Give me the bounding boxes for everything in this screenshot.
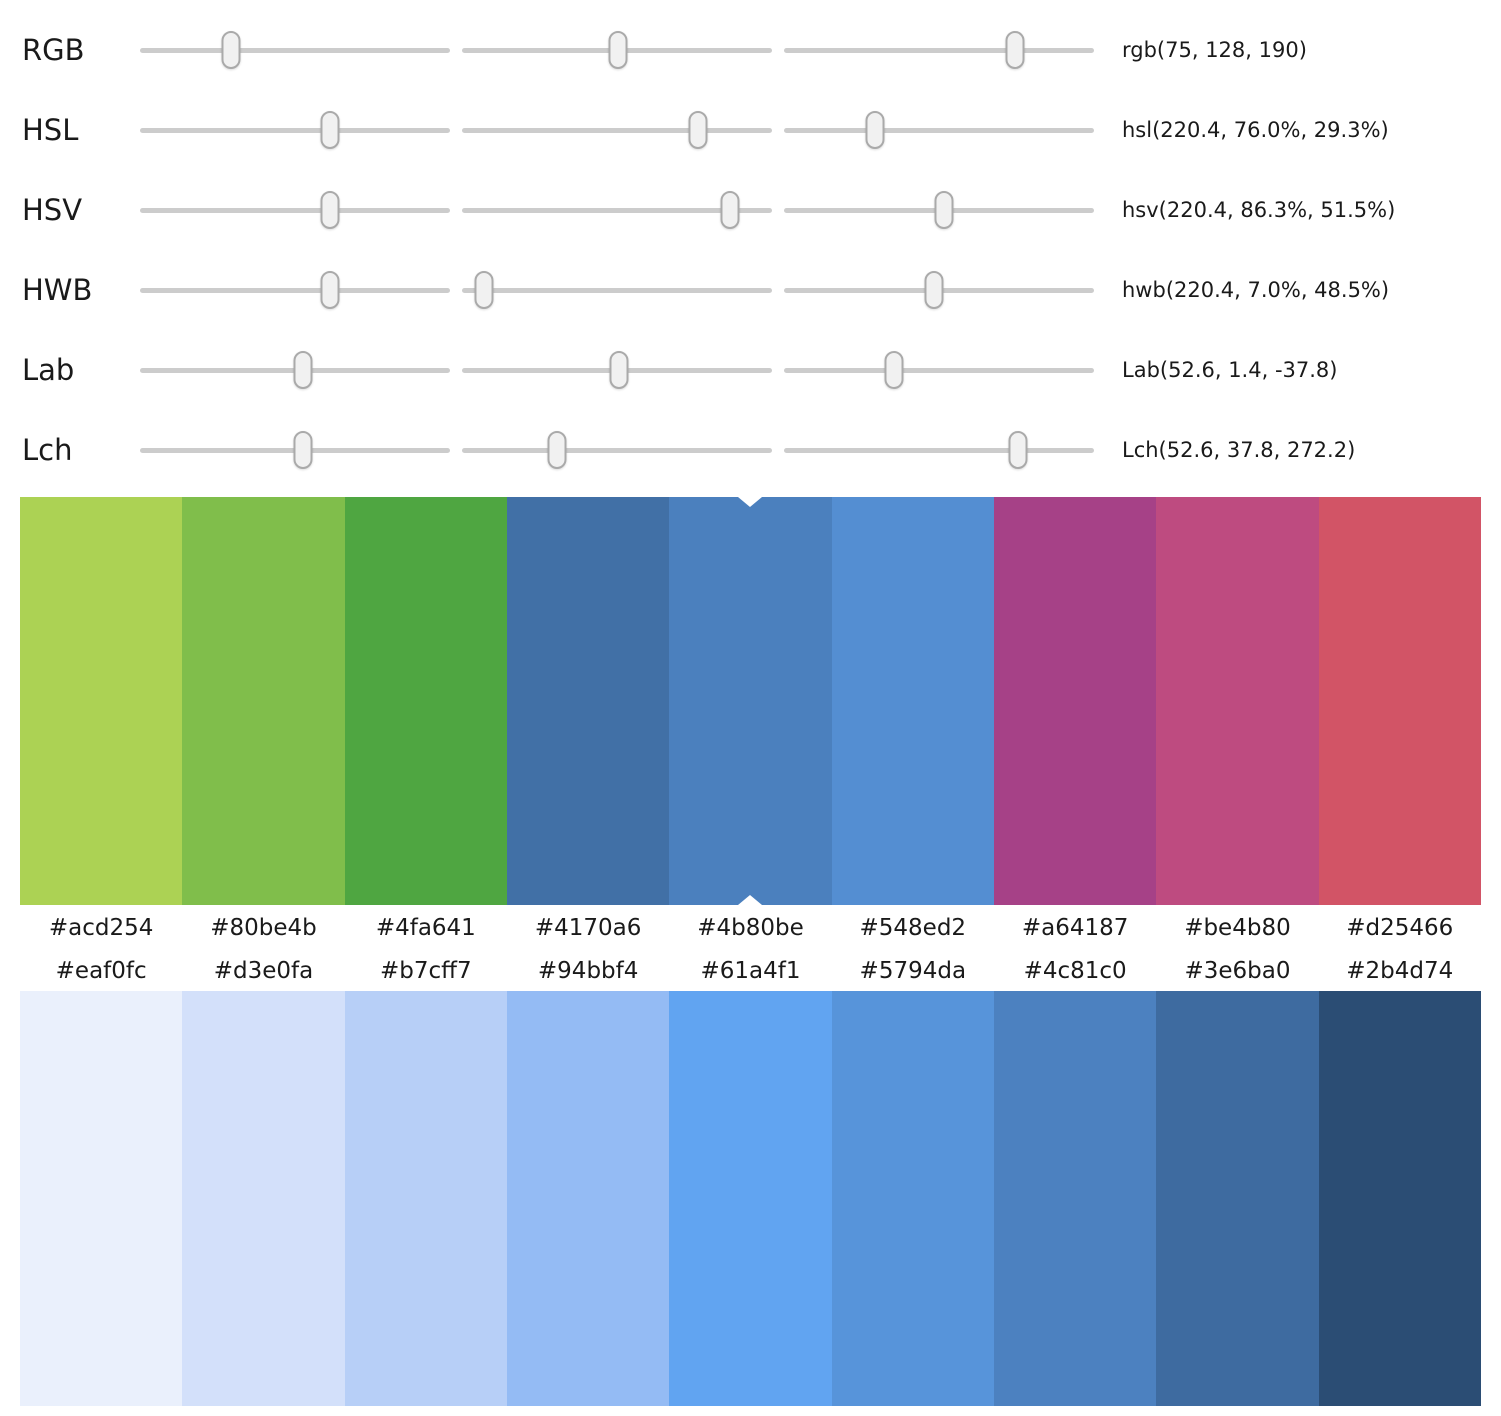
slider-row-lab: Lab Lab(52.6, 1.4, -37.8) xyxy=(0,330,1501,410)
shade-swatch[interactable] xyxy=(831,991,994,1406)
shade-palette xyxy=(20,991,1481,1406)
hex-label: #4b80be xyxy=(697,915,804,941)
hwb-h-slider-track[interactable] xyxy=(140,271,450,309)
slider-thumb[interactable] xyxy=(884,351,904,389)
selection-notch-bottom xyxy=(738,895,763,905)
slider-row-label: Lab xyxy=(22,352,75,387)
hex-label: #eaf0fc xyxy=(55,958,147,984)
rgb-g-slider-track[interactable] xyxy=(462,31,772,69)
slider-row-hsl: HSL hsl(220.4, 76.0%, 29.3%) xyxy=(0,90,1501,170)
hsv-h-slider-track[interactable] xyxy=(140,191,450,229)
shade-swatch[interactable] xyxy=(1318,991,1481,1406)
slider-row-label: Lch xyxy=(22,432,73,467)
slider-thumb[interactable] xyxy=(608,31,628,69)
hue-swatch[interactable] xyxy=(993,497,1157,905)
slider-row-lch: Lch Lch(52.6, 37.8, 272.2) xyxy=(0,410,1501,490)
color-value-label: hwb(220.4, 7.0%, 48.5%) xyxy=(1122,278,1390,302)
slider-row-label: HSL xyxy=(22,112,79,147)
slider-thumb[interactable] xyxy=(1005,31,1025,69)
hue-swatch[interactable] xyxy=(669,497,832,905)
hex-label: #2b4d74 xyxy=(1346,958,1454,984)
slider-thumb[interactable] xyxy=(609,351,629,389)
slider-thumb[interactable] xyxy=(320,111,340,149)
color-value-label: Lab(52.6, 1.4, -37.8) xyxy=(1122,358,1338,382)
slider-row-hsv: HSV hsv(220.4, 86.3%, 51.5%) xyxy=(0,170,1501,250)
lab-a-slider-track[interactable] xyxy=(462,351,772,389)
hue-swatch[interactable] xyxy=(1156,497,1319,905)
hue-swatch[interactable] xyxy=(20,497,183,905)
slider-row-label: RGB xyxy=(22,32,85,67)
slider-thumb[interactable] xyxy=(1008,431,1028,469)
slider-row-label: HSV xyxy=(22,192,83,227)
shade-swatch[interactable] xyxy=(1156,991,1319,1406)
shade-swatch[interactable] xyxy=(344,991,507,1406)
hsl-s-slider-track[interactable] xyxy=(462,111,772,149)
hue-swatch[interactable] xyxy=(831,497,994,905)
shade-swatch[interactable] xyxy=(182,991,345,1406)
shade-swatch[interactable] xyxy=(20,991,183,1406)
hsv-v-slider-track[interactable] xyxy=(784,191,1094,229)
hex-label: #4c81c0 xyxy=(1023,958,1127,984)
slider-thumb[interactable] xyxy=(924,271,944,309)
color-value-label: rgb(75, 128, 190) xyxy=(1122,38,1307,62)
lch-c-slider-track[interactable] xyxy=(462,431,772,469)
hue-swatch[interactable] xyxy=(344,497,507,905)
hex-label: #94bbf4 xyxy=(537,958,639,984)
slider-thumb[interactable] xyxy=(320,271,340,309)
hue-swatch[interactable] xyxy=(182,497,345,905)
hex-label: #d3e0fa xyxy=(213,958,314,984)
hex-label: #4170a6 xyxy=(534,915,642,941)
hue-swatch[interactable] xyxy=(1318,497,1481,905)
shade-swatch[interactable] xyxy=(993,991,1157,1406)
lab-b-slider-track[interactable] xyxy=(784,351,1094,389)
shade-swatch[interactable] xyxy=(669,991,832,1406)
slider-row-hwb: HWB hwb(220.4, 7.0%, 48.5%) xyxy=(0,250,1501,330)
hex-label: #a64187 xyxy=(1021,915,1129,941)
slider-row-label: HWB xyxy=(22,272,93,307)
hex-label: #acd254 xyxy=(48,915,154,941)
hex-label: #548ed2 xyxy=(859,915,967,941)
hex-label: #5794da xyxy=(859,958,967,984)
hex-label: #3e6ba0 xyxy=(1184,958,1291,984)
hue-hex-labels: #acd254 #80be4b #4fa641 #4170a6 #4b80be … xyxy=(20,905,1481,951)
hwb-b-slider-track[interactable] xyxy=(784,271,1094,309)
slider-thumb[interactable] xyxy=(688,111,708,149)
hex-label: #61a4f1 xyxy=(700,958,801,984)
slider-thumb[interactable] xyxy=(720,191,740,229)
lch-l-slider-track[interactable] xyxy=(140,431,450,469)
hsl-h-slider-track[interactable] xyxy=(140,111,450,149)
slider-thumb[interactable] xyxy=(547,431,567,469)
lab-l-slider-track[interactable] xyxy=(140,351,450,389)
shade-hex-labels: #eaf0fc #d3e0fa #b7cff7 #94bbf4 #61a4f1 … xyxy=(20,951,1481,991)
shade-swatch[interactable] xyxy=(506,991,670,1406)
slider-thumb[interactable] xyxy=(320,191,340,229)
hue-swatch[interactable] xyxy=(506,497,670,905)
hue-palette xyxy=(20,497,1481,905)
hex-label: #be4b80 xyxy=(1184,915,1291,941)
slider-thumb[interactable] xyxy=(293,431,313,469)
slider-thumb[interactable] xyxy=(474,271,494,309)
slider-thumb[interactable] xyxy=(221,31,241,69)
selection-notch-top xyxy=(738,497,763,507)
slider-row-rgb: RGB rgb(75, 128, 190) xyxy=(0,10,1501,90)
color-value-label: Lch(52.6, 37.8, 272.2) xyxy=(1122,438,1356,462)
color-sliders-panel: RGB rgb(75, 128, 190) HSL hsl(220.4, 76.… xyxy=(0,0,1501,490)
hwb-w-slider-track[interactable] xyxy=(462,271,772,309)
hsv-s-slider-track[interactable] xyxy=(462,191,772,229)
lch-h-slider-track[interactable] xyxy=(784,431,1094,469)
rgb-b-slider-track[interactable] xyxy=(784,31,1094,69)
rgb-r-slider-track[interactable] xyxy=(140,31,450,69)
slider-thumb[interactable] xyxy=(865,111,885,149)
color-value-label: hsl(220.4, 76.0%, 29.3%) xyxy=(1122,118,1389,142)
hex-label: #80be4b xyxy=(210,915,317,941)
hsl-l-slider-track[interactable] xyxy=(784,111,1094,149)
hex-label: #d25466 xyxy=(1346,915,1454,941)
slider-thumb[interactable] xyxy=(934,191,954,229)
hex-label: #4fa641 xyxy=(375,915,476,941)
hex-label: #b7cff7 xyxy=(380,958,472,984)
color-value-label: hsv(220.4, 86.3%, 51.5%) xyxy=(1122,198,1396,222)
slider-thumb[interactable] xyxy=(293,351,313,389)
